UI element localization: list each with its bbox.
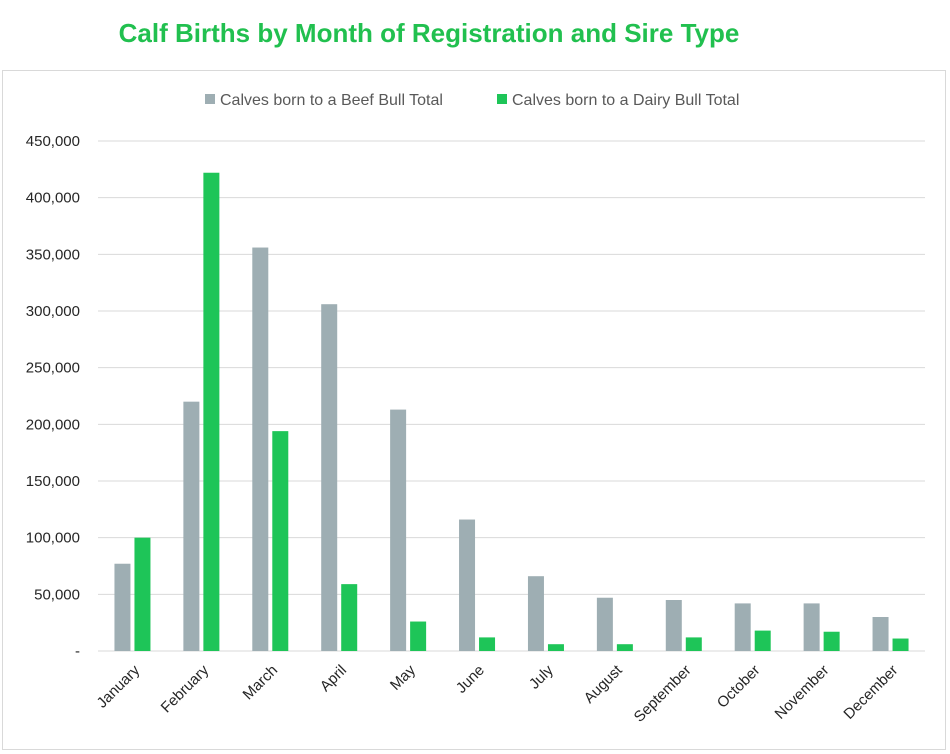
y-tick-label: 50,000 — [34, 586, 80, 603]
y-tick-label: - — [75, 643, 80, 660]
beef-bull-bar — [734, 603, 751, 651]
beef-bull-bar — [252, 247, 269, 652]
beef-bull-bar — [390, 409, 407, 651]
x-tick-label: August — [581, 661, 627, 707]
beef-bull-bar — [459, 519, 476, 651]
x-tick-label: July — [526, 661, 557, 692]
beef-bull-bar — [803, 603, 820, 651]
x-tick-label: June — [453, 662, 488, 697]
y-tick-label: 150,000 — [26, 473, 80, 490]
dairy-bull-bar — [616, 644, 633, 651]
y-tick-label: 400,000 — [26, 190, 80, 207]
y-tick-label: 450,000 — [26, 133, 80, 150]
y-tick-label: 200,000 — [26, 416, 80, 433]
x-tick-label: March — [240, 662, 281, 703]
beef-bull-bar — [872, 617, 889, 651]
legend-label-beef: Calves born to a Beef Bull Total — [220, 92, 443, 109]
x-tick-label: January — [94, 661, 144, 711]
chart-frame — [2, 70, 946, 750]
y-tick-label: 100,000 — [26, 530, 80, 547]
x-tick-label: April — [317, 662, 350, 695]
chart-title: Calf Births by Month of Registration and… — [118, 18, 740, 48]
x-tick-label: September — [631, 662, 695, 726]
legend-swatch-beef — [205, 94, 215, 104]
dairy-bull-bar — [892, 638, 909, 651]
legend-label-dairy: Calves born to a Dairy Bull Total — [512, 92, 739, 109]
dairy-bull-bar — [134, 537, 151, 651]
x-tick-label: October — [714, 662, 764, 712]
dairy-bull-bar — [547, 644, 564, 651]
beef-bull-bar — [114, 563, 131, 651]
dairy-bull-bar — [341, 584, 358, 651]
beef-bull-bar — [596, 597, 613, 651]
beef-bull-bar — [665, 600, 682, 651]
dairy-bull-bar — [479, 637, 496, 651]
y-tick-label: 300,000 — [26, 303, 80, 320]
dairy-bull-bar — [754, 630, 771, 651]
dairy-bull-bar — [410, 621, 427, 651]
legend-swatch-dairy — [497, 94, 507, 104]
y-tick-label: 350,000 — [26, 246, 80, 263]
dairy-bull-bar — [272, 431, 289, 651]
dairy-bull-bar — [203, 172, 220, 651]
beef-bull-bar — [321, 304, 338, 651]
x-tick-label: February — [158, 661, 213, 716]
x-tick-label: May — [387, 661, 419, 693]
x-tick-label: November — [771, 662, 832, 723]
beef-bull-bar — [183, 401, 200, 651]
dairy-bull-bar — [823, 631, 840, 651]
y-tick-label: 250,000 — [26, 360, 80, 377]
beef-bull-bar — [527, 576, 544, 651]
x-tick-label: December — [840, 662, 901, 723]
dairy-bull-bar — [685, 637, 702, 651]
